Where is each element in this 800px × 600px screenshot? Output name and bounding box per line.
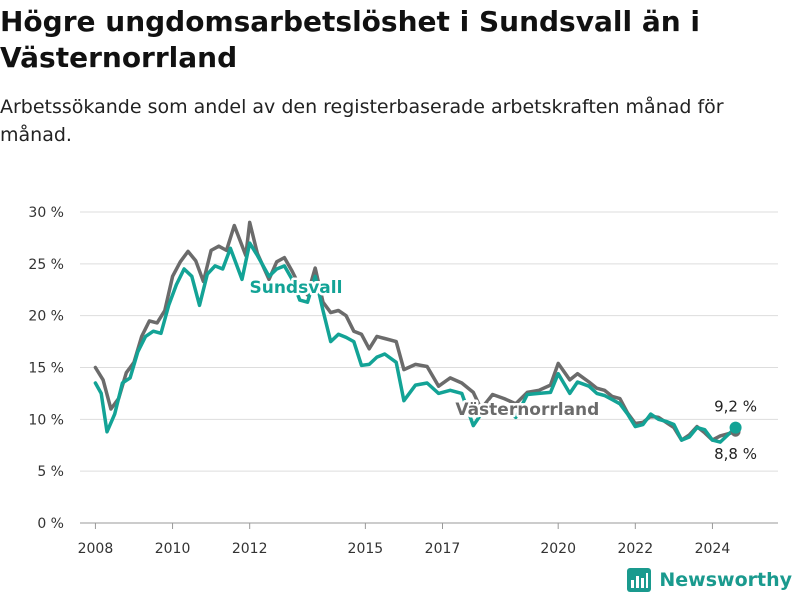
- series-label-vasternorrland: Västernorrland: [455, 400, 599, 420]
- series-label-vasternorrland-halo: Västernorrland: [455, 400, 599, 420]
- chart-title: Högre ungdomsarbetslöshet i Sundsvall än…: [0, 5, 700, 74]
- y-tick-label: 0 %: [37, 516, 64, 532]
- y-tick-label: 20 %: [28, 309, 64, 325]
- newsworthy-chart-icon: [627, 568, 652, 592]
- y-tick-label: 5 %: [37, 464, 64, 480]
- brand-name: Newsworthy: [659, 569, 792, 591]
- series-line-sundsvall: [93, 241, 738, 444]
- x-tick-label: 2010: [155, 541, 191, 557]
- x-tick-label: 2008: [78, 541, 114, 557]
- series-label-sundsvall: Sundsvall: [249, 278, 342, 298]
- x-tick-label: 2017: [425, 541, 461, 557]
- y-tick-label: 30 %: [28, 205, 64, 221]
- y-tick-label: 15 %: [28, 361, 64, 377]
- x-tick-label: 2022: [617, 541, 653, 557]
- x-tick-label: 2015: [348, 541, 384, 557]
- y-tick-label: 25 %: [28, 257, 64, 273]
- series-line-vsternorrland: [93, 220, 738, 442]
- newsworthy-logo: Newsworthy: [627, 568, 792, 592]
- end-value-label: 8,8 %: [714, 445, 757, 463]
- x-tick-label: 2012: [232, 541, 268, 557]
- end-value-label: 9,2 %: [714, 398, 757, 416]
- chart-subtitle: Arbetssökande som andel av den registerb…: [0, 96, 724, 146]
- y-tick-label: 10 %: [28, 412, 64, 428]
- x-tick-label: 2024: [695, 541, 731, 557]
- x-tick-label: 2020: [540, 541, 576, 557]
- series-end-marker: [729, 421, 742, 434]
- series-label-sundsvall-halo: Sundsvall: [249, 278, 342, 298]
